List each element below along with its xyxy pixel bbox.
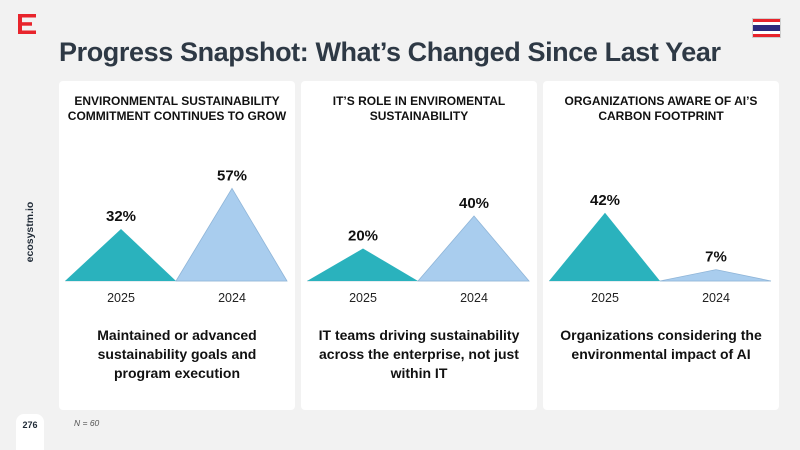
bar-2025 [307,248,418,281]
data-label-2025: 32% [106,208,136,225]
page-title: Progress Snapshot: What’s Changed Since … [59,37,721,67]
chart-plot: 32% 2025 57% 2024 [65,167,288,305]
data-label-2024: 7% [705,249,727,266]
chart-plot: 20% 2025 40% 2024 [307,195,530,305]
category-label-2025: 2025 [349,291,377,305]
sample-size-note: N = 60 [74,418,100,428]
category-label-2024: 2024 [702,291,730,305]
chart-description: Organizations considering the environmen… [560,327,762,362]
bar-2025 [549,212,660,281]
bar-2024 [175,187,288,282]
chart-card-it-role: IT’S ROLE IN ENVIROMENTAL SUSTAINABILITY… [301,81,537,410]
ecosystm-logo-icon [18,14,36,34]
chart-description: IT teams driving sustainability across t… [318,327,520,381]
page-number: 276 [22,420,38,430]
data-label-2024: 57% [217,167,247,184]
bar-2025 [65,229,176,281]
data-label-2025: 20% [348,228,378,245]
chart-title: ORGANIZATIONS AWARE OF AI’S CARBON FOOTP… [564,94,758,123]
category-label-2024: 2024 [460,291,488,305]
chart-card-ai-carbon-awareness: ORGANIZATIONS AWARE OF AI’S CARBON FOOTP… [543,81,779,410]
bar-2024 [417,215,530,282]
brand-label: ecosystm.io [24,201,36,263]
chart-description: Maintained or advanced sustainability go… [97,327,257,381]
chart-card-sustainability-commitment: ENVIRONMENTAL SUSTAINABILITY COMMITMENT … [59,81,295,410]
page-number-tab [16,414,44,450]
category-label-2025: 2025 [107,291,135,305]
data-label-2025: 42% [590,192,620,209]
chart-plot: 42% 2025 7% 2024 [549,192,772,305]
category-label-2024: 2024 [218,291,246,305]
chart-title: ENVIRONMENTAL SUSTAINABILITY COMMITMENT … [67,94,287,123]
bar-2024 [659,269,772,282]
thailand-flag-icon [752,18,781,38]
chart-title: IT’S ROLE IN ENVIROMENTAL SUSTAINABILITY [332,94,506,123]
data-label-2024: 40% [459,195,489,212]
category-label-2025: 2025 [591,291,619,305]
